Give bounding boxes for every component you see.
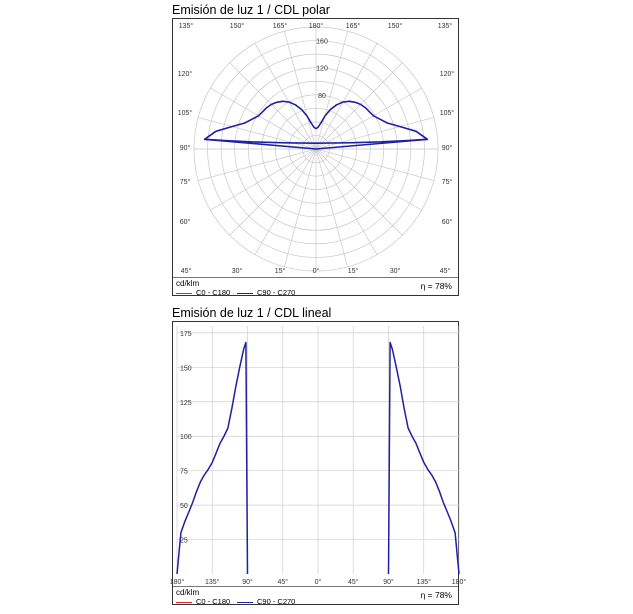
polar-spoke — [284, 148, 317, 267]
linear-x-tick-label: 0° — [315, 578, 322, 586]
polar-spoke — [315, 148, 378, 255]
polar-bottom-angle-label: 45° — [440, 267, 451, 275]
polar-right-angle-label: 75° — [442, 178, 453, 186]
polar-legend-c90-label: C90 - C270 — [257, 288, 296, 297]
polar-chart-panel: 80 120 160 135° 150° 165° 180° 165° 150° 135° 120°… — [172, 18, 459, 297]
linear-legend-c0: C0 - C180 — [176, 597, 230, 606]
polar-top-angle-label: 150° — [230, 22, 245, 30]
polar-spoke — [254, 43, 317, 150]
polar-curve-c90 — [203, 100, 429, 150]
linear-curve-c90-right — [387, 341, 460, 575]
linear-x-tick-label: 135° — [205, 578, 220, 586]
polar-left-angle-label: 75° — [180, 178, 191, 186]
polar-radial-tick-80: 80 — [318, 93, 326, 100]
linear-unit-label: cd/klm — [176, 588, 200, 597]
polar-legend-divider — [173, 277, 458, 278]
polar-right-angle-label: 90° — [442, 144, 453, 152]
polar-curve-c90-chord — [204, 138, 428, 144]
polar-spoke — [210, 148, 317, 211]
linear-grid — [176, 326, 460, 574]
linear-y-tick-125: 125 — [180, 400, 192, 407]
polar-legend-c0-label: C0 - C180 — [196, 288, 231, 297]
polar-spoke — [315, 148, 348, 267]
polar-bottom-angle-label: 15° — [275, 267, 286, 275]
linear-x-tick-label: 135° — [417, 578, 432, 586]
polar-spoke — [210, 87, 317, 150]
linear-x-tick-label: 45° — [277, 578, 288, 586]
polar-right-angle-label: 60° — [442, 218, 453, 226]
polar-spoke — [315, 62, 403, 150]
polar-chart-canvas: 80 120 160 135° 150° 165° 180° 165° 150° 135° 120°… — [178, 22, 455, 275]
linear-legend-divider — [173, 586, 458, 587]
linear-y-tick-100: 100 — [180, 434, 192, 441]
polar-chart-title: Emisión de luz 1 / CDL polar — [172, 3, 330, 17]
linear-y-tick-25: 25 — [180, 538, 188, 545]
polar-spoke — [254, 148, 317, 255]
linear-legend-c90-label: C90 - C270 — [257, 597, 296, 606]
polar-bottom-angle-label: 45° — [181, 267, 192, 275]
polar-right-angle-label: 105° — [440, 109, 455, 117]
polar-bottom-angle-label: 30° — [390, 267, 401, 275]
polar-top-angle-label: 165° — [273, 22, 288, 30]
polar-spoke — [315, 148, 403, 236]
polar-spoke — [229, 148, 317, 236]
polar-top-angle-label: 135° — [438, 22, 453, 30]
linear-efficiency: η = 78% — [420, 590, 452, 600]
linear-curve-c90-left — [176, 341, 249, 575]
polar-bottom-angle-label: 30° — [232, 267, 243, 275]
linear-x-tick-label: 90° — [383, 578, 394, 586]
linear-y-tick-75: 75 — [180, 469, 188, 476]
polar-radial-tick-120: 120 — [316, 66, 328, 73]
linear-chart-title: Emisión de luz 1 / CDL lineal — [172, 306, 332, 320]
linear-legend-c0-swatch — [176, 601, 192, 603]
linear-y-tick-150: 150 — [180, 365, 192, 372]
polar-radial-tick-160: 160 — [316, 39, 328, 46]
polar-spoke — [229, 62, 317, 150]
polar-spoke — [315, 31, 348, 150]
linear-x-tick-label: 45° — [348, 578, 359, 586]
polar-legend-c0: C0 - C180 — [176, 288, 230, 297]
polar-top-angle-label: 165° — [346, 22, 361, 30]
linear-chart-panel: 25 50 75 100 125 150 175 180° 135° 90° 45° 0° 45° 90°… — [170, 321, 466, 606]
linear-x-tick-label: 180° — [170, 578, 185, 586]
polar-spoke — [315, 87, 422, 150]
linear-legend-c90-swatch — [237, 601, 253, 603]
polar-spoke — [315, 43, 378, 150]
polar-efficiency: η = 78% — [420, 281, 452, 291]
linear-x-tick-label: 180° — [452, 578, 467, 586]
polar-legend-c90-swatch — [237, 292, 253, 294]
polar-spoke — [198, 148, 317, 181]
polar-right-angle-label: 120° — [440, 70, 455, 78]
linear-legend-c90: C90 - C270 — [237, 597, 295, 606]
polar-bottom-angle-label: 0° — [313, 267, 320, 275]
polar-legend-c90: C90 - C270 — [237, 288, 295, 297]
polar-grid — [193, 26, 439, 272]
linear-y-tick-50: 50 — [180, 503, 188, 510]
polar-left-angle-label: 120° — [178, 70, 193, 78]
polar-bottom-angle-label: 15° — [348, 267, 359, 275]
linear-y-tick-175: 175 — [180, 331, 192, 338]
polar-top-angle-label: 180° — [309, 22, 324, 30]
polar-unit-label: cd/klm — [176, 279, 200, 288]
linear-chart-canvas: 25 50 75 100 125 150 175 180° 135° 90° 45° 0° 45° 90°… — [170, 326, 466, 586]
polar-spoke — [315, 148, 434, 181]
polar-top-angle-label: 135° — [179, 22, 194, 30]
polar-left-angle-label: 90° — [180, 144, 191, 152]
linear-legend-c0-label: C0 - C180 — [196, 597, 231, 606]
polar-top-angle-label: 150° — [388, 22, 403, 30]
polar-left-angle-label: 60° — [180, 218, 191, 226]
linear-x-tick-label: 90° — [242, 578, 253, 586]
polar-legend-c0-swatch — [176, 292, 192, 294]
polar-spoke — [315, 148, 422, 211]
polar-left-angle-label: 105° — [178, 109, 193, 117]
polar-spoke — [284, 31, 317, 150]
